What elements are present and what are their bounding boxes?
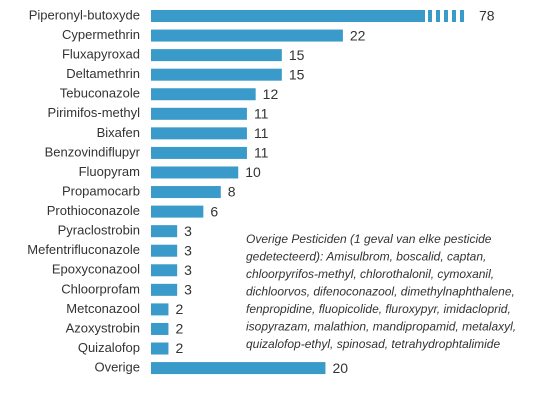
y-tick-label: Fluopyram xyxy=(79,164,140,179)
bar xyxy=(151,29,343,42)
value-label: 11 xyxy=(254,145,269,161)
bar xyxy=(151,186,221,199)
y-tick-label: Epoxyconazool xyxy=(52,262,140,277)
bar xyxy=(151,68,282,81)
value-label: 2 xyxy=(175,301,183,317)
value-label: 11 xyxy=(254,106,269,122)
y-tick-label: Pyraclostrobin xyxy=(58,223,140,238)
bar xyxy=(151,166,239,179)
value-label: 11 xyxy=(254,125,269,141)
bar xyxy=(151,225,178,238)
y-tick-label: Deltamethrin xyxy=(66,66,140,81)
y-tick-label: Overige xyxy=(94,360,140,375)
value-label: 8 xyxy=(228,184,236,200)
y-tick-label: Pirimifos-methyl xyxy=(48,105,141,120)
annotation: fenpropidine, fluopicolide, fluroxypyr, … xyxy=(246,302,511,316)
value-label: 78 xyxy=(479,8,495,24)
y-tick-label: Benzovindiflupyr xyxy=(45,144,141,159)
value-label: 3 xyxy=(184,242,192,258)
bar xyxy=(151,107,247,120)
value-label: 3 xyxy=(184,262,192,278)
y-tick-label: Prothioconazole xyxy=(47,203,140,218)
bar xyxy=(151,49,282,62)
y-tick-label: Chloorprofam xyxy=(61,281,140,296)
value-label: 2 xyxy=(175,321,183,337)
bar xyxy=(151,205,204,218)
bar xyxy=(151,362,326,375)
annotation: chloorpyrifos-methyl, chlorothalonil, cy… xyxy=(246,267,494,281)
y-tick-label: Mefentrifluconazole xyxy=(27,242,140,257)
y-tick-label: Propamocarb xyxy=(62,183,140,198)
y-tick-label: Cypermethrin xyxy=(62,27,140,42)
value-label: 2 xyxy=(175,340,183,356)
bar xyxy=(151,303,169,316)
bar xyxy=(151,244,178,257)
value-label: 20 xyxy=(332,360,348,376)
value-label: 22 xyxy=(350,27,366,43)
bar xyxy=(151,127,247,140)
bar xyxy=(151,283,178,296)
y-tick-label: Azoxystrobin xyxy=(66,320,140,335)
y-tick-label: Quizalofop xyxy=(78,340,140,355)
y-tick-label: Metconazool xyxy=(66,301,140,316)
value-label: 3 xyxy=(184,282,192,298)
y-tick-label: Piperonyl-butoxyde xyxy=(29,7,140,22)
annotation: dichloorvos, difenoconazool, dimethylnap… xyxy=(246,285,515,299)
bar xyxy=(151,264,178,277)
annotation: Overige Pesticiden (1 geval van elke pes… xyxy=(246,232,492,246)
annotation: quizalofop-ethyl, spinosad, tetrahydroph… xyxy=(246,337,500,351)
value-label: 15 xyxy=(289,47,305,63)
value-label: 12 xyxy=(263,86,279,102)
bar xyxy=(151,10,464,22)
y-tick-label: Fluxapyroxad xyxy=(62,47,140,62)
bar xyxy=(151,322,169,335)
annotation: isopyrazam, malathion, mandipropamid, me… xyxy=(246,320,516,334)
annotation: gedetecteerd): Amisulbrom, boscalid, cap… xyxy=(246,250,486,264)
value-label: 15 xyxy=(289,66,305,82)
bar xyxy=(151,342,169,355)
bar xyxy=(151,146,247,159)
y-tick-label: Tebuconazole xyxy=(60,86,140,101)
bar xyxy=(151,88,256,101)
value-label: 6 xyxy=(210,203,218,219)
value-label: 10 xyxy=(245,164,261,180)
y-tick-label: Bixafen xyxy=(97,125,140,140)
value-label: 3 xyxy=(184,223,192,239)
